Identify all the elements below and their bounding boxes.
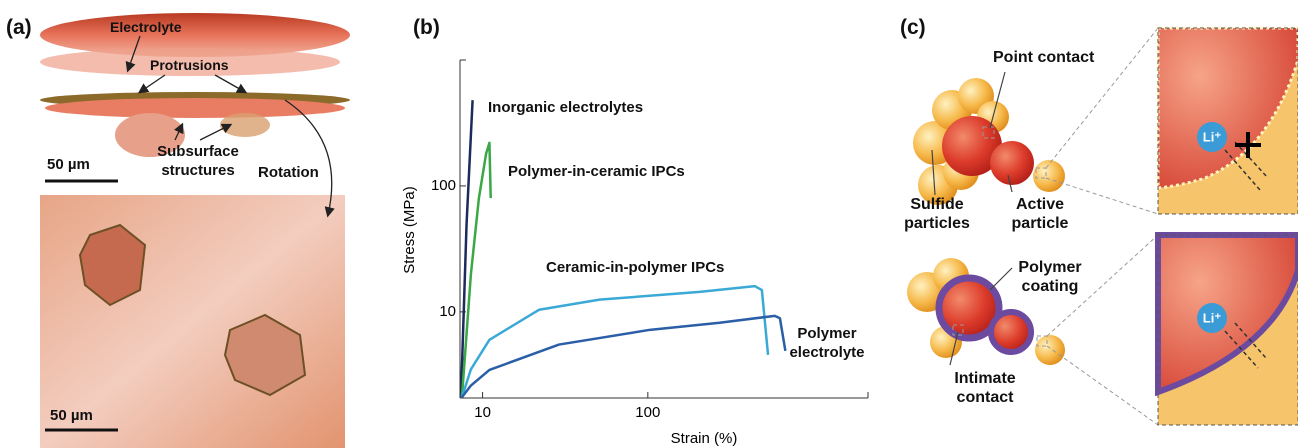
ion-label: Li⁺: [1203, 310, 1222, 325]
series-label: Ceramic-in-polymer IPCs: [546, 259, 725, 276]
scale-bar-label: 50 µm: [47, 156, 90, 173]
annotation: Sulfide particles: [904, 196, 970, 232]
panel-label: (b): [413, 16, 440, 39]
series-line: [459, 100, 474, 398]
y-tick-label: 10: [439, 303, 456, 320]
annotation: Rotation: [258, 164, 319, 181]
series-label: Inorganic electrolytes: [488, 99, 644, 116]
panel-label: (c): [900, 16, 926, 39]
panel-label: (a): [6, 16, 32, 39]
scale-bar-label: 50 µm: [50, 407, 93, 424]
annotation: Electrolyte: [110, 19, 182, 35]
annotation: Polymer coating: [1018, 259, 1082, 295]
annotation: Intimate contact: [954, 370, 1016, 406]
series-label: Polymer-in-ceramic IPCs: [508, 163, 685, 180]
y-axis-label: Stress (MPa): [401, 186, 418, 274]
series-line: [460, 284, 770, 398]
series-line: [460, 314, 787, 398]
y-tick-label: 100: [431, 177, 456, 194]
x-tick-label: 100: [635, 404, 660, 421]
annotation: Point contact: [993, 49, 1095, 66]
series-label: Polymer electrolyte: [789, 325, 865, 361]
ion-label: Li⁺: [1203, 129, 1222, 144]
panel-a-image: [40, 13, 350, 448]
annotation: Protrusions: [150, 57, 229, 73]
chart-b: 10 100 10 100 Strain (%) Stress (MPa): [401, 59, 869, 447]
x-tick-label: 10: [474, 404, 491, 421]
annotation: Subsurface structures: [157, 143, 239, 179]
x-axis-label: Strain (%): [671, 430, 738, 447]
series-line: [460, 141, 492, 398]
panel-c-diagram: Li⁺ Li⁺: [907, 26, 1298, 426]
annotation: Active particle: [1011, 196, 1069, 232]
